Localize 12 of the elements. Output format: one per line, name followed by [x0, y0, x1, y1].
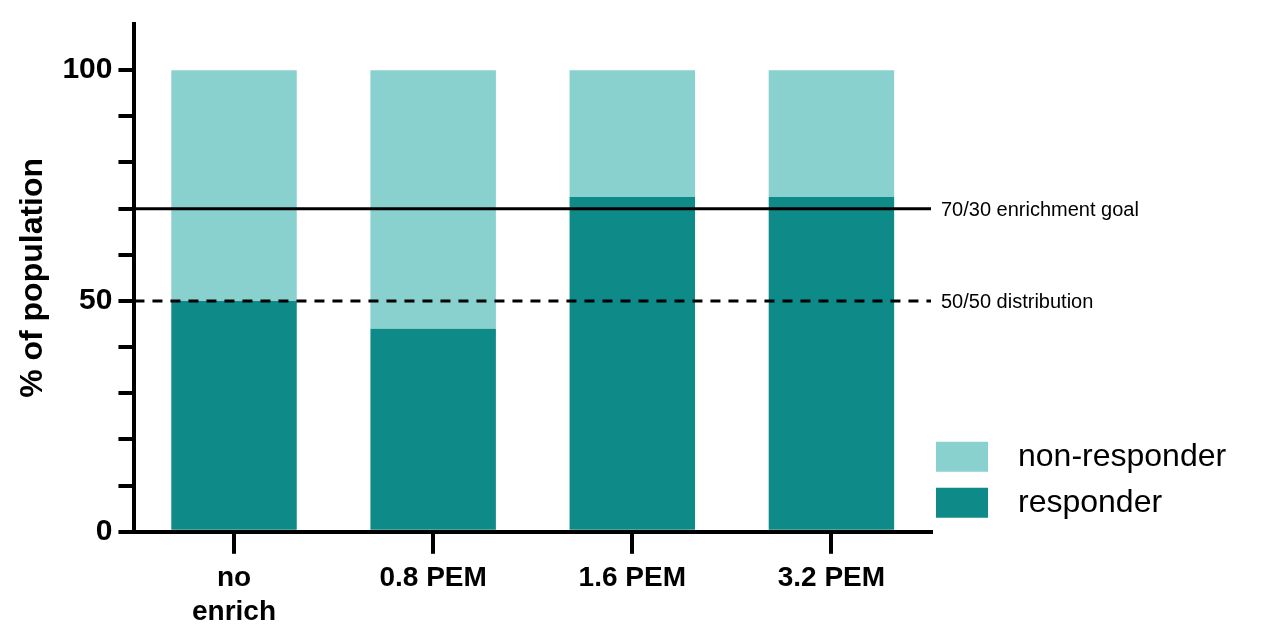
x-tick-label: 3.2 PEM [777, 561, 886, 593]
legend-label: non-responder [1018, 436, 1227, 473]
ref-line-label: 50/50 distribution [941, 290, 1094, 313]
x-tick-label: 0.8 PEM [379, 561, 487, 593]
y-tick-label: 0 [95, 513, 113, 547]
y-axis-title: % of population [13, 157, 50, 398]
x-tick-label: 1.6 PEM [578, 561, 686, 593]
y-tick-label: 50 [79, 282, 113, 316]
x-tick-label: no enrich [192, 561, 277, 626]
ref-line-label: 70/30 enrichment goal [941, 198, 1139, 221]
legend-label: responder [1018, 482, 1163, 519]
y-tick-label: 100 [62, 51, 113, 85]
